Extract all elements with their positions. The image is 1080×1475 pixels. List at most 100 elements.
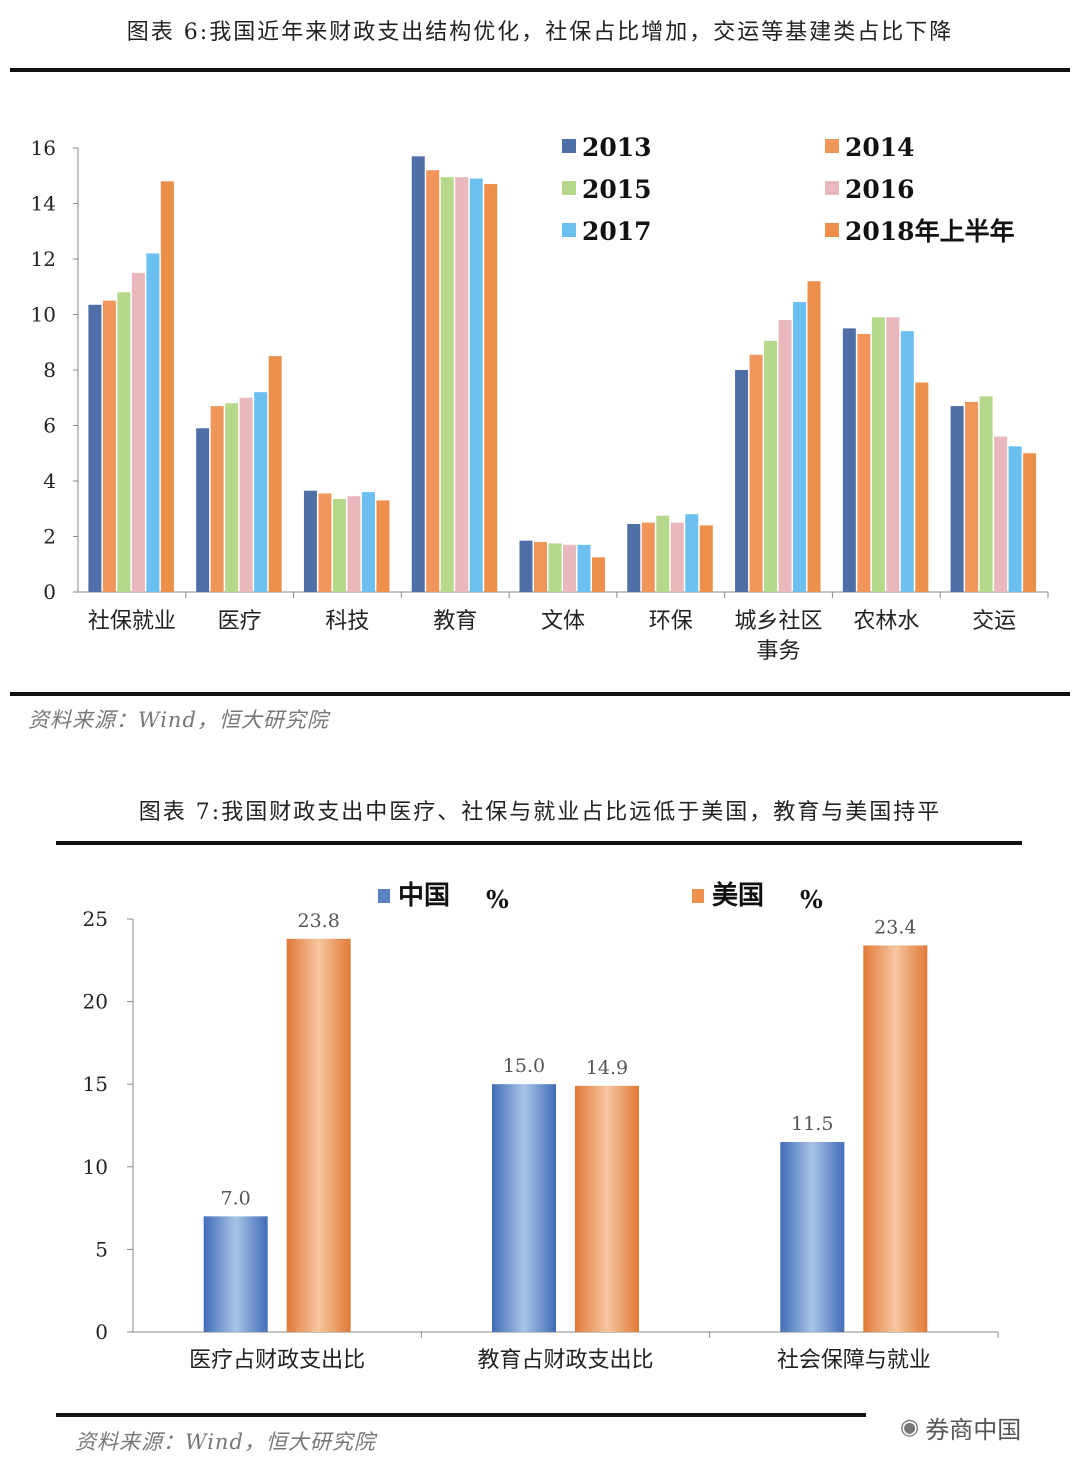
- figure-7-source: 资料来源：Wind，恒大研究院: [75, 1430, 376, 1454]
- bar-2014: [857, 333, 871, 592]
- bar-2015: [225, 403, 239, 592]
- x-tick-label: 环保: [649, 609, 693, 634]
- legend-swatch: [562, 181, 576, 195]
- legend-label: 2014: [845, 133, 915, 162]
- data-label: 11.5: [791, 1113, 833, 1135]
- bar-2016: [347, 496, 361, 592]
- bar-2014: [318, 493, 332, 592]
- figure-7-title: 图表 7:我国财政支出中医疗、社保与就业占比远低于美国，教育与美国持平: [138, 800, 942, 825]
- bar-2018年上半年: [268, 356, 282, 592]
- x-tick-label: 教育: [433, 609, 477, 634]
- legend-unit: %: [800, 885, 823, 914]
- bar-2016: [994, 436, 1008, 592]
- legend-swatch: [562, 223, 576, 237]
- bar-中国: [492, 1084, 556, 1332]
- bar-2017: [254, 392, 268, 592]
- y-tick-label: 5: [95, 1237, 108, 1261]
- bar-2018年上半年: [807, 281, 821, 592]
- bar-2014: [210, 406, 224, 592]
- bar-2013: [735, 370, 749, 592]
- bar-2014: [102, 300, 116, 592]
- bar-2015: [764, 340, 778, 592]
- bar-中国: [203, 1216, 268, 1332]
- bar-2018年上半年: [484, 184, 498, 592]
- y-tick-label: 8: [43, 358, 56, 382]
- bar-2017: [577, 544, 591, 592]
- bar-2017: [361, 492, 375, 592]
- y-tick-label: 20: [83, 990, 108, 1014]
- bar-2017: [469, 178, 483, 592]
- watermark-text: 券商中国: [925, 1416, 1022, 1444]
- x-tick-label: 交运: [972, 609, 1016, 634]
- legend-label: 美国: [712, 880, 764, 911]
- x-tick-label: 科技: [325, 609, 369, 634]
- bar-2013: [303, 490, 317, 592]
- y-tick-label: 12: [31, 247, 56, 271]
- y-tick-label: 15: [83, 1072, 108, 1096]
- bar-2014: [641, 522, 655, 592]
- x-tick-label: 城乡社区: [735, 609, 823, 634]
- y-tick-label: 0: [95, 1320, 108, 1344]
- bar-2015: [979, 396, 993, 592]
- legend-swatch: [692, 889, 704, 903]
- bar-2017: [900, 331, 914, 592]
- bar-2018年上半年: [699, 525, 713, 592]
- y-tick-label: 25: [83, 907, 108, 931]
- bar-2013: [196, 428, 210, 592]
- bar-2017: [146, 253, 160, 592]
- legend-swatch: [825, 223, 839, 237]
- bar-中国: [780, 1142, 845, 1332]
- bar-2016: [886, 317, 900, 592]
- bar-2013: [842, 328, 856, 592]
- y-tick-label: 6: [43, 414, 56, 438]
- bar-美国: [863, 945, 928, 1332]
- bar-2015: [440, 177, 454, 592]
- y-tick-label: 10: [83, 1155, 108, 1179]
- y-tick-label: 14: [31, 192, 56, 216]
- legend-unit: %: [486, 885, 509, 914]
- divider: [56, 1413, 866, 1417]
- bar-2018年上半年: [592, 557, 605, 592]
- bar-2015: [548, 543, 562, 592]
- data-label: 14.9: [586, 1057, 628, 1079]
- bar-美国: [286, 938, 351, 1332]
- bar-2013: [950, 406, 964, 592]
- wechat-icon: ◉: [900, 1415, 920, 1440]
- bar-2017: [793, 302, 807, 592]
- y-tick-label: 2: [43, 525, 56, 549]
- legend-swatch: [825, 181, 839, 195]
- data-label: 7.0: [221, 1187, 251, 1209]
- bar-2016: [131, 272, 145, 592]
- legend-swatch: [562, 139, 576, 153]
- bar-2016: [563, 544, 576, 592]
- bar-2016: [239, 397, 253, 592]
- bar-2015: [332, 499, 346, 592]
- bar-2013: [519, 540, 533, 592]
- bar-2014: [426, 170, 440, 592]
- bar-2016: [670, 522, 684, 592]
- bar-2018年上半年: [376, 500, 390, 592]
- legend-label: 2017: [582, 217, 652, 246]
- bar-2014: [534, 542, 547, 592]
- bar-美国: [575, 1085, 639, 1332]
- bar-2016: [455, 177, 469, 592]
- y-tick-label: 4: [43, 469, 56, 493]
- bar-2017: [685, 514, 699, 592]
- x-tick-label: 社会保障与就业: [777, 1348, 931, 1373]
- bar-2013: [627, 524, 641, 592]
- legend-swatch: [378, 889, 390, 903]
- data-label: 23.8: [298, 910, 340, 932]
- bar-2015: [117, 292, 131, 592]
- bar-2013: [88, 304, 102, 592]
- bar-2014: [965, 401, 979, 592]
- x-tick-label: 文体: [541, 609, 585, 634]
- x-tick-label: 事务: [757, 639, 801, 664]
- x-tick-label: 社保就业: [88, 609, 176, 634]
- x-tick-label: 医疗占财政支出比: [189, 1348, 365, 1373]
- legend-label: 2015: [582, 175, 652, 204]
- bar-2017: [1008, 446, 1022, 592]
- legend-label: 2016: [845, 175, 915, 204]
- legend-label: 2013: [582, 133, 652, 162]
